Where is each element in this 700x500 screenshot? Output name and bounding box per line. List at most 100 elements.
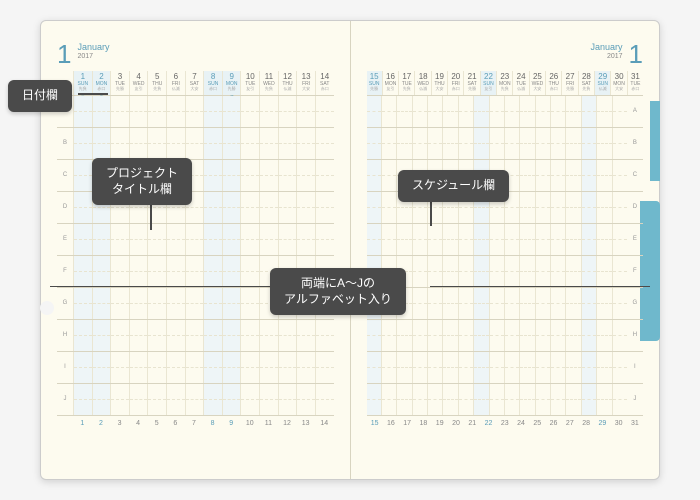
grid-cell [442,128,457,159]
grid-cell [367,96,381,127]
date-cell: 16MON友引 [382,71,398,95]
grid-cell [240,192,259,223]
row-letter: J [627,384,643,415]
grid-cell [222,352,241,383]
grid-cell [473,320,488,351]
grid-cell [315,384,334,415]
date-cell: 18WED仏滅 [414,71,430,95]
grid-cell [612,224,627,255]
grid-cell [458,224,473,255]
grid-cell [550,160,565,191]
date-cell: 29SUN仏滅 [594,71,610,95]
grid-row: J [367,384,644,416]
grid-cell [166,96,185,127]
grid-cell [129,256,148,287]
grid-cell [596,224,611,255]
grid-cell [458,96,473,127]
grid-cell [458,288,473,319]
grid-cell [489,256,504,287]
grid-cell [489,384,504,415]
grid-body-right: ABCDEFGHIJ [367,96,644,416]
callout-line [430,286,650,287]
row-letter: F [627,256,643,287]
grid-cell [412,128,427,159]
grid-cell [550,320,565,351]
page-left: 1 January 2017 1SUN先負元日2MON赤口振替休日3TUE先勝4… [41,21,351,479]
grid-cell [259,224,278,255]
grid-cell [504,288,519,319]
grid-cell [396,128,411,159]
grid-cell [203,384,222,415]
grid-cell [504,96,519,127]
grid-cell [222,224,241,255]
grid-cell [381,96,396,127]
date-cell: 13FRI大安 [296,71,315,95]
grid-row: E [57,224,334,256]
page-header-right: 1 January 2017 [367,39,644,67]
grid-cell [442,96,457,127]
month-number: 1 [629,39,643,70]
footer-date: 1 [73,420,92,427]
date-cell: 27FRI先勝 [561,71,577,95]
grid-cell [222,288,241,319]
grid-cell [203,160,222,191]
grid-cell [612,320,627,351]
grid-cell [147,320,166,351]
grid-cell [185,288,204,319]
grid-cell [147,96,166,127]
grid-cell [565,160,580,191]
grid-cell [519,128,534,159]
grid-cell [259,352,278,383]
grid-cell [581,128,596,159]
grid-cell [92,224,111,255]
row-letter: E [57,224,73,255]
grid-cell [129,224,148,255]
grid-cell [381,192,396,223]
grid-cell [222,320,241,351]
grid-cell [458,352,473,383]
grid-cell [581,320,596,351]
grid-cell [259,384,278,415]
grid-cell [296,128,315,159]
grid-cell [473,288,488,319]
grid-cell [581,256,596,287]
grid-cell [110,320,129,351]
grid-cell [427,128,442,159]
month-name: January [591,43,623,53]
date-cell: 23MON先負 [496,71,512,95]
grid-cell [381,320,396,351]
grid-cell [519,320,534,351]
footer-date: 31 [627,420,643,427]
date-cell: 22SUN友引 [480,71,496,95]
grid-cell [427,288,442,319]
date-cell: 14SAT赤口 [315,71,334,95]
grid-cell [519,352,534,383]
date-cell: 12THU仏滅 [278,71,297,95]
page-header-left: 1 January 2017 [57,39,334,67]
grid-cell [315,128,334,159]
row-letter: I [627,352,643,383]
grid-cell [596,384,611,415]
grid-cell [367,384,381,415]
grid-cell [278,128,297,159]
grid-cell [412,96,427,127]
date-cell: 3TUE先勝 [110,71,129,95]
grid-cell [240,128,259,159]
grid-cell [315,320,334,351]
footer-date: 19 [432,420,448,427]
grid-cell [222,256,241,287]
grid-cell [596,256,611,287]
footer-date: 15 [367,420,383,427]
footer-date-row: 1516171819202122232425262728293031 [367,420,644,427]
grid-cell [278,384,297,415]
footer-date: 22 [480,420,496,427]
grid-cell [185,320,204,351]
grid-cell [535,160,550,191]
grid-cell [612,288,627,319]
footer-date: 28 [578,420,594,427]
grid-cell [442,352,457,383]
grid-cell [222,96,241,127]
grid-cell [412,256,427,287]
grid-cell [166,224,185,255]
grid-cell [596,288,611,319]
